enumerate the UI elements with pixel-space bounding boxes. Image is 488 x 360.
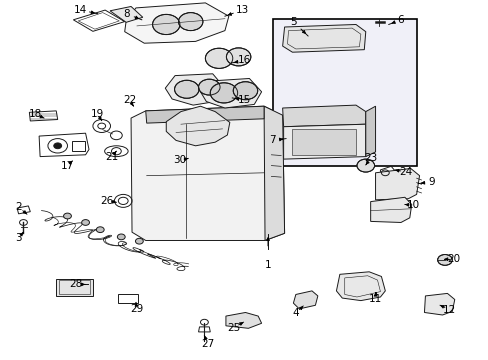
Text: 5: 5 (289, 17, 296, 27)
Text: 3: 3 (15, 233, 22, 243)
Text: 29: 29 (130, 304, 143, 314)
Circle shape (117, 234, 125, 240)
Text: 14: 14 (74, 5, 87, 15)
Circle shape (356, 159, 374, 172)
Text: 1: 1 (264, 260, 271, 270)
Polygon shape (282, 105, 365, 127)
Text: 15: 15 (237, 95, 251, 105)
Text: 2: 2 (15, 202, 22, 212)
Polygon shape (336, 272, 385, 301)
Text: 26: 26 (100, 196, 113, 206)
Circle shape (63, 213, 71, 219)
Polygon shape (110, 6, 142, 22)
Circle shape (135, 238, 143, 244)
Bar (272, 19, 416, 166)
Circle shape (198, 79, 220, 95)
Text: 9: 9 (427, 177, 434, 187)
Text: 12: 12 (442, 305, 456, 315)
Polygon shape (131, 106, 284, 240)
Polygon shape (283, 124, 365, 159)
Text: 17: 17 (61, 161, 74, 171)
Bar (56, 279, 93, 296)
Text: 28: 28 (69, 279, 82, 289)
Text: 30: 30 (173, 155, 186, 165)
Circle shape (210, 83, 237, 103)
Polygon shape (124, 3, 228, 43)
Polygon shape (264, 106, 284, 240)
Bar (59, 280, 90, 294)
Circle shape (226, 48, 250, 66)
Bar (292, 129, 355, 155)
Polygon shape (165, 74, 224, 105)
Text: 13: 13 (235, 5, 248, 15)
Circle shape (437, 255, 451, 265)
Text: 27: 27 (201, 339, 214, 349)
Text: 23: 23 (363, 153, 377, 163)
Text: 25: 25 (226, 323, 240, 333)
Circle shape (54, 143, 61, 149)
Polygon shape (375, 168, 419, 200)
Text: 21: 21 (104, 152, 118, 162)
Text: 19: 19 (91, 109, 104, 120)
Bar (118, 294, 138, 303)
Polygon shape (365, 106, 375, 157)
Text: 8: 8 (122, 9, 129, 19)
Text: 10: 10 (406, 200, 419, 210)
Polygon shape (424, 293, 454, 315)
Text: 18: 18 (29, 109, 42, 120)
Circle shape (152, 14, 180, 35)
Polygon shape (293, 291, 317, 309)
Bar (72, 141, 84, 151)
Circle shape (174, 80, 199, 98)
Text: 22: 22 (122, 95, 136, 105)
Polygon shape (225, 312, 261, 328)
Text: 16: 16 (237, 55, 251, 66)
Polygon shape (166, 106, 229, 146)
Polygon shape (200, 78, 261, 108)
Circle shape (205, 48, 232, 68)
Text: 7: 7 (269, 135, 276, 145)
Text: 24: 24 (398, 167, 412, 177)
Circle shape (233, 82, 257, 100)
Circle shape (81, 220, 89, 225)
Polygon shape (145, 106, 264, 123)
Text: 6: 6 (397, 15, 404, 25)
Text: 4: 4 (292, 308, 299, 318)
Polygon shape (282, 24, 365, 52)
Polygon shape (370, 197, 411, 222)
Text: 20: 20 (447, 254, 459, 264)
Circle shape (178, 13, 203, 31)
Circle shape (96, 227, 104, 233)
Text: 11: 11 (368, 294, 382, 304)
